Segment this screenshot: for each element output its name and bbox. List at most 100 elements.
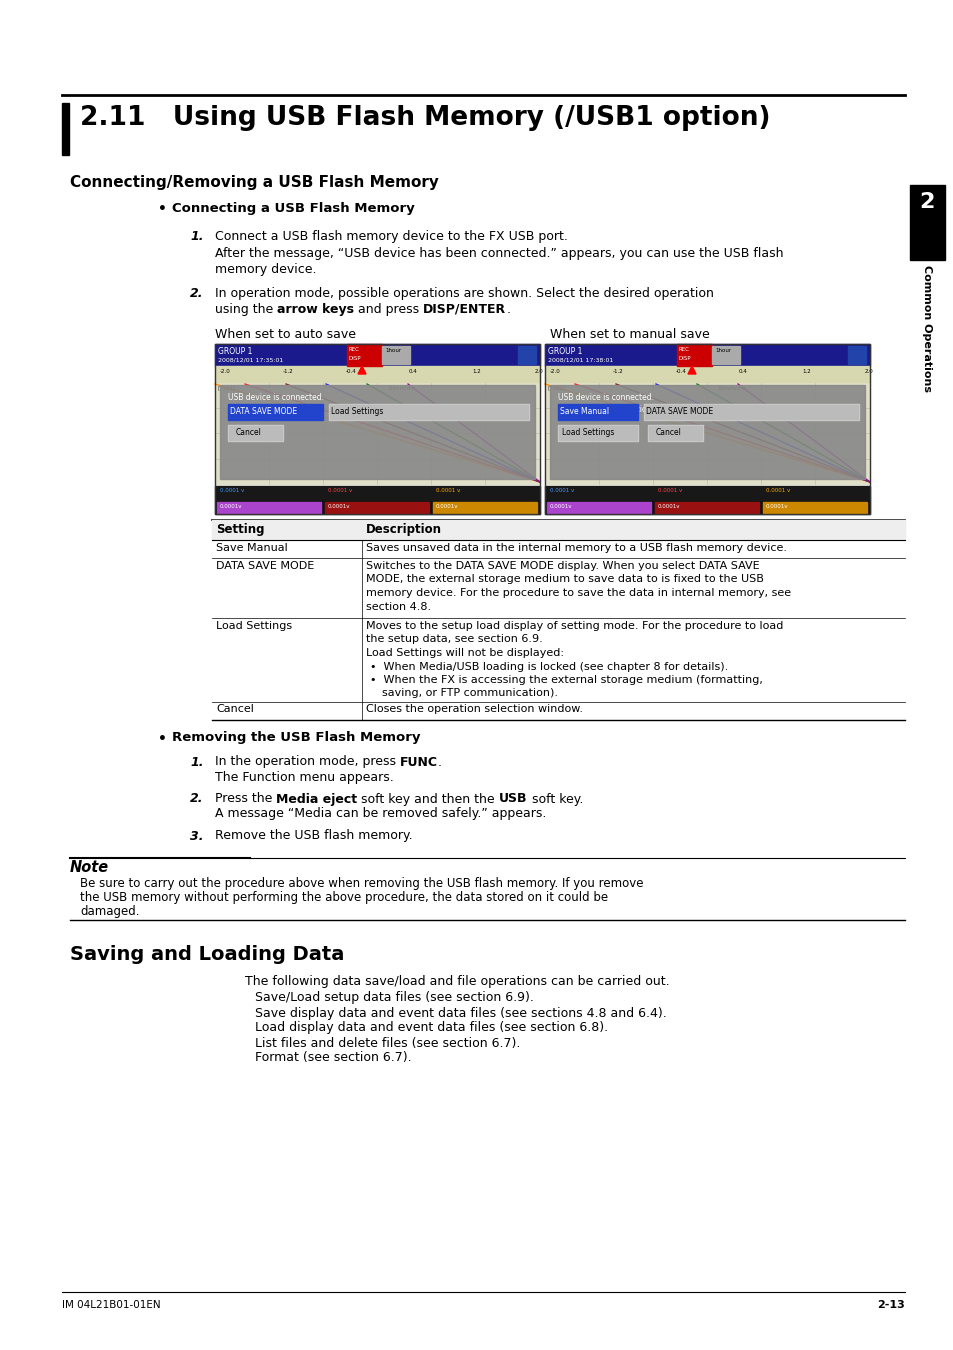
Bar — [655, 502, 759, 513]
Text: Load Settings: Load Settings — [331, 406, 383, 416]
Text: DISP: DISP — [349, 356, 361, 360]
Bar — [216, 502, 320, 513]
Bar — [558, 427, 637, 440]
Text: 1.: 1. — [190, 230, 203, 243]
Text: 2: 2 — [919, 192, 934, 212]
Text: Be sure to carry out the procedure above when removing the USB flash memory. If : Be sure to carry out the procedure above… — [80, 878, 643, 891]
Text: DATA SAVE MODE: DATA SAVE MODE — [215, 562, 314, 571]
Text: Save display data and event data files (see sections 4.8 and 6.4).: Save display data and event data files (… — [254, 1007, 666, 1019]
Text: -0.4: -0.4 — [676, 369, 686, 374]
Text: Load Settings: Load Settings — [215, 621, 292, 630]
Text: -0.4: -0.4 — [346, 369, 356, 374]
Text: 0.0001v: 0.0001v — [220, 504, 242, 509]
Text: Save/Load setup data files (see section 6.9).: Save/Load setup data files (see section … — [254, 991, 534, 1004]
Text: Load display data and event data files (see section 6.8).: Load display data and event data files (… — [254, 1022, 607, 1034]
Text: •: • — [158, 732, 167, 745]
Text: Format (see section 6.7).: Format (see section 6.7). — [254, 1052, 411, 1065]
Text: Common Operations: Common Operations — [921, 265, 931, 392]
Text: section 4.8.: section 4.8. — [366, 602, 431, 612]
Text: 2.: 2. — [190, 792, 203, 806]
Text: Switches to the DATA SAVE MODE display. When you select DATA SAVE: Switches to the DATA SAVE MODE display. … — [366, 562, 759, 571]
Bar — [648, 427, 701, 440]
Text: Load Settings: Load Settings — [561, 428, 614, 437]
Text: 2008/12/01 17:35:01: 2008/12/01 17:35:01 — [218, 356, 283, 362]
Bar — [214, 500, 539, 514]
Text: 0.0001v: 0.0001v — [550, 504, 572, 509]
Bar — [677, 344, 711, 366]
Text: Note: Note — [70, 860, 109, 876]
Bar — [214, 344, 539, 514]
Text: -2.0: -2.0 — [550, 369, 560, 374]
Text: DISP: DISP — [679, 356, 691, 360]
Text: Save Manual: Save Manual — [215, 543, 288, 554]
Text: FUNC: FUNC — [399, 756, 437, 768]
Bar — [330, 405, 527, 418]
Text: Load Settings will not be displayed:: Load Settings will not be displayed: — [366, 648, 563, 657]
Bar — [214, 382, 539, 485]
Text: Cancel: Cancel — [235, 428, 262, 437]
Text: The Function menu appears.: The Function menu appears. — [214, 771, 394, 783]
Text: IM 04L21B01-01EN: IM 04L21B01-01EN — [62, 1300, 160, 1310]
Text: the setup data, see section 6.9.: the setup data, see section 6.9. — [366, 634, 542, 644]
Bar — [546, 502, 650, 513]
Text: damaged.: damaged. — [80, 906, 139, 918]
Text: Connect a USB flash memory device to the FX USB port.: Connect a USB flash memory device to the… — [214, 230, 567, 243]
Text: [7x62]: [7x62] — [218, 385, 236, 390]
Text: DISP/ENTER: DISP/ENTER — [423, 302, 506, 316]
Text: 2008/12/01 17:38:01: 2008/12/01 17:38:01 — [547, 356, 613, 362]
Bar — [847, 346, 865, 365]
Text: Remove the USB flash memory.: Remove the USB flash memory. — [214, 829, 413, 842]
Text: 0.0001 v: 0.0001 v — [550, 487, 574, 493]
Text: 2.0: 2.0 — [535, 369, 543, 374]
Bar — [228, 404, 323, 420]
Text: 10mm/div: 10mm/div — [387, 385, 415, 390]
Bar — [558, 425, 638, 441]
Bar — [381, 346, 410, 365]
Bar — [229, 427, 282, 440]
Text: In operation mode, possible operations are shown. Select the desired operation: In operation mode, possible operations a… — [214, 288, 713, 300]
Text: 2.11   Using USB Flash Memory (/USB1 option): 2.11 Using USB Flash Memory (/USB1 optio… — [80, 105, 770, 131]
Text: 0.0001v: 0.0001v — [436, 504, 458, 509]
Text: memory device. For the procedure to save the data in internal memory, see: memory device. For the procedure to save… — [366, 589, 790, 598]
Text: Moves to the setup load display of setting mode. For the procedure to load: Moves to the setup load display of setti… — [366, 621, 782, 630]
Bar — [62, 103, 69, 155]
Text: 0.0001 v: 0.0001 v — [765, 487, 789, 493]
Text: GROUP 1: GROUP 1 — [218, 347, 253, 356]
Bar — [909, 185, 944, 261]
Bar — [711, 346, 740, 365]
Text: Removing the USB Flash Memory: Removing the USB Flash Memory — [172, 732, 420, 744]
Text: List files and delete files (see section 6.7).: List files and delete files (see section… — [254, 1037, 519, 1049]
Text: .: . — [437, 756, 441, 768]
Bar — [643, 404, 858, 420]
Text: 3.: 3. — [190, 829, 203, 842]
Text: 2-13: 2-13 — [877, 1300, 904, 1310]
Bar — [214, 366, 539, 382]
Text: Connecting a USB Flash Memory: Connecting a USB Flash Memory — [172, 202, 415, 215]
Text: Cancel: Cancel — [656, 428, 681, 437]
Text: 10mm/div: 10mm/div — [717, 385, 744, 390]
Bar — [644, 405, 857, 418]
Text: •: • — [158, 202, 167, 216]
Text: 2.0: 2.0 — [864, 369, 873, 374]
Text: Save Manual: Save Manual — [559, 406, 608, 416]
Bar — [544, 500, 869, 514]
Text: •  When Media/USB loading is locked (see chapter 8 for details).: • When Media/USB loading is locked (see … — [370, 662, 727, 671]
Bar — [325, 502, 429, 513]
Bar — [544, 486, 869, 500]
Text: When set to auto save: When set to auto save — [214, 328, 355, 342]
Text: 0.4: 0.4 — [409, 369, 417, 374]
Text: GROUP 1: GROUP 1 — [547, 347, 581, 356]
Bar — [212, 520, 904, 540]
Text: REC: REC — [349, 347, 359, 352]
Text: Connecting/Removing a USB Flash Memory: Connecting/Removing a USB Flash Memory — [70, 176, 438, 190]
Bar — [214, 344, 539, 366]
Text: The following data save/load and file operations can be carried out.: The following data save/load and file op… — [245, 975, 669, 987]
Text: 2.: 2. — [190, 288, 203, 300]
Text: 1.: 1. — [190, 756, 203, 768]
Text: USB device is connected.: USB device is connected. — [228, 393, 324, 402]
Bar — [544, 366, 869, 382]
Text: 0.4: 0.4 — [739, 369, 747, 374]
Text: Closes the operation selection window.: Closes the operation selection window. — [366, 705, 582, 714]
Text: and press: and press — [354, 302, 423, 316]
Text: In the operation mode, press: In the operation mode, press — [214, 756, 399, 768]
